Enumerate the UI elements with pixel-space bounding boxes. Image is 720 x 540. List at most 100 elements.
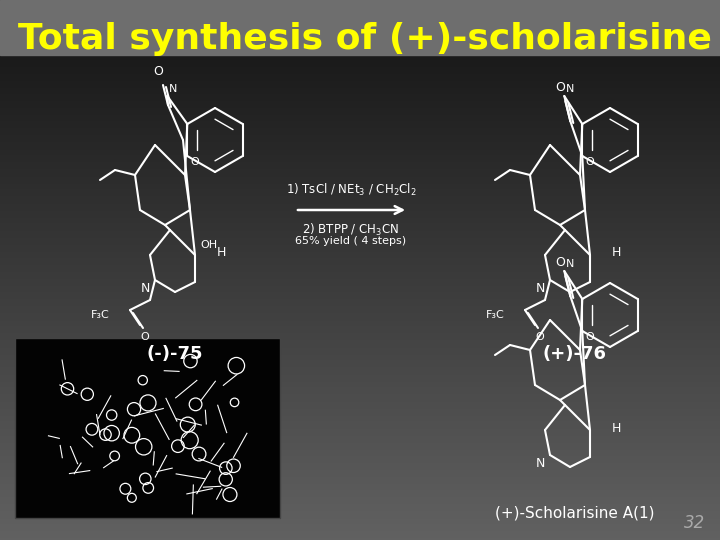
Bar xyxy=(0,182,720,184)
Bar xyxy=(0,27,720,29)
Bar xyxy=(0,157,720,158)
Bar xyxy=(0,295,720,297)
Bar xyxy=(0,63,720,65)
Bar xyxy=(0,59,720,61)
Bar xyxy=(0,23,720,25)
Bar xyxy=(0,83,720,85)
Bar xyxy=(0,481,720,482)
Bar xyxy=(0,212,720,214)
Bar xyxy=(0,324,720,326)
Bar xyxy=(0,101,720,103)
Bar xyxy=(0,443,720,444)
Bar xyxy=(0,490,720,491)
Bar xyxy=(0,155,720,157)
Bar xyxy=(0,498,720,501)
Bar xyxy=(0,115,720,117)
Bar xyxy=(0,495,720,497)
Bar xyxy=(0,515,720,517)
Bar xyxy=(0,371,720,373)
Bar xyxy=(0,259,720,261)
Bar xyxy=(0,268,720,270)
Bar xyxy=(0,99,720,101)
Bar xyxy=(0,196,720,198)
Bar xyxy=(0,124,720,126)
Bar xyxy=(0,158,720,160)
Bar xyxy=(0,517,720,518)
Bar xyxy=(0,272,720,274)
Bar xyxy=(0,88,720,90)
Bar xyxy=(0,315,720,317)
Bar xyxy=(0,38,720,39)
Bar xyxy=(0,497,720,498)
Bar xyxy=(0,65,720,66)
Bar xyxy=(0,200,720,201)
Bar xyxy=(0,538,720,540)
Text: N: N xyxy=(536,282,545,295)
Bar xyxy=(0,374,720,376)
Bar xyxy=(0,201,720,204)
Bar xyxy=(0,373,720,374)
Bar xyxy=(0,39,720,42)
Bar xyxy=(0,234,720,236)
Bar xyxy=(0,261,720,263)
Bar xyxy=(0,93,720,96)
Bar xyxy=(0,396,720,398)
Bar xyxy=(0,335,720,336)
Bar xyxy=(0,22,720,23)
Bar xyxy=(0,162,720,164)
Bar xyxy=(0,42,720,43)
Bar xyxy=(0,227,720,228)
Bar xyxy=(0,474,720,475)
Bar xyxy=(0,79,720,81)
Bar xyxy=(0,484,720,486)
Bar xyxy=(0,52,720,54)
Bar xyxy=(0,133,720,135)
Bar xyxy=(0,221,720,223)
Bar xyxy=(0,427,720,428)
Bar xyxy=(0,434,720,436)
Bar xyxy=(0,31,720,32)
Text: OH: OH xyxy=(200,240,217,250)
Bar xyxy=(0,184,720,185)
Bar xyxy=(0,420,720,421)
Bar xyxy=(0,9,720,11)
Bar xyxy=(0,2,720,4)
Text: H: H xyxy=(217,246,226,260)
Bar xyxy=(0,117,720,119)
Bar xyxy=(0,432,720,434)
Bar xyxy=(0,400,720,401)
Text: H: H xyxy=(612,246,621,260)
Bar xyxy=(0,336,720,339)
Text: (+)-76: (+)-76 xyxy=(543,345,607,363)
Bar xyxy=(0,331,720,333)
Bar xyxy=(0,302,720,304)
Bar xyxy=(0,285,720,286)
Bar xyxy=(0,225,720,227)
Bar xyxy=(0,171,720,173)
Bar xyxy=(0,520,720,522)
Bar xyxy=(0,191,720,193)
Bar xyxy=(0,207,720,209)
Bar xyxy=(0,86,720,88)
Bar xyxy=(0,140,720,142)
Bar xyxy=(0,130,720,131)
Bar xyxy=(0,137,720,139)
Bar xyxy=(0,174,720,177)
Bar xyxy=(0,387,720,389)
Bar xyxy=(0,457,720,459)
Bar xyxy=(0,239,720,241)
Bar xyxy=(0,85,720,86)
Bar xyxy=(0,4,720,5)
Bar xyxy=(0,436,720,437)
Bar xyxy=(0,455,720,457)
Bar xyxy=(0,43,720,45)
Bar xyxy=(0,509,720,511)
Bar xyxy=(0,333,720,335)
Bar xyxy=(0,97,720,99)
Bar xyxy=(0,72,720,74)
Bar xyxy=(0,0,720,55)
Bar xyxy=(0,198,720,200)
Bar xyxy=(0,70,720,72)
Bar xyxy=(0,450,720,452)
Bar xyxy=(0,286,720,288)
